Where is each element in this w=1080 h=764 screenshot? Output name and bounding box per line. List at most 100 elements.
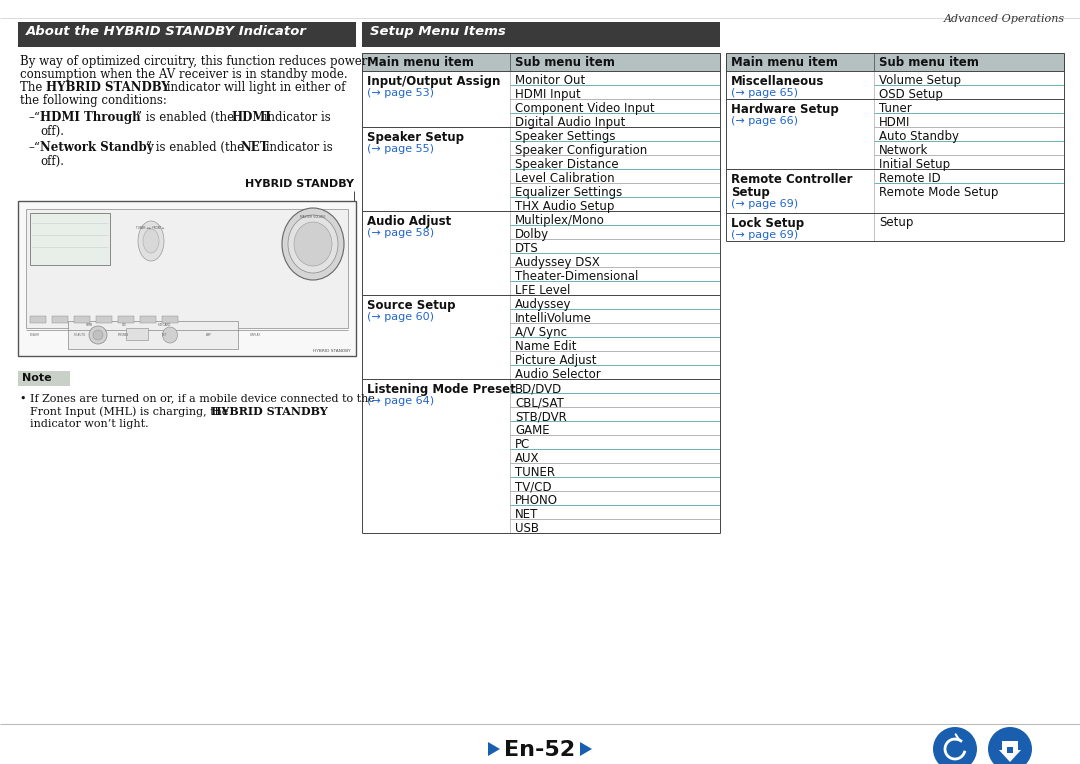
Bar — [362, 71, 510, 127]
Text: Component Video Input: Component Video Input — [515, 102, 654, 115]
Text: ” is enabled (the: ” is enabled (the — [136, 111, 238, 124]
Text: Monitor Out: Monitor Out — [515, 74, 585, 87]
Polygon shape — [488, 742, 500, 756]
Text: TUNER ◄ ► FRONT ►: TUNER ◄ ► FRONT ► — [136, 226, 164, 230]
Ellipse shape — [288, 215, 338, 273]
Text: HYBRID STANDBY: HYBRID STANDBY — [313, 349, 351, 353]
Bar — [510, 379, 720, 533]
Bar — [126, 328, 148, 340]
Text: Dolby: Dolby — [515, 228, 549, 241]
Text: • If Zones are turned on or, if a mobile device connected to the: • If Zones are turned on or, if a mobile… — [21, 393, 375, 403]
Text: (→ page 58): (→ page 58) — [367, 228, 434, 238]
Text: HDMI: HDMI — [231, 111, 271, 124]
Text: Picture Adjust: Picture Adjust — [515, 354, 596, 367]
Bar — [726, 169, 874, 213]
Text: Front Input (MHL) is charging, the: Front Input (MHL) is charging, the — [30, 406, 232, 416]
Text: Volume Setup: Volume Setup — [879, 74, 961, 87]
Text: BD/DVD: BD/DVD — [515, 382, 563, 395]
Text: USB: USB — [515, 522, 539, 535]
Text: ” is enabled (the: ” is enabled (the — [146, 141, 248, 154]
Text: off).: off). — [40, 155, 64, 168]
Text: TUNER: TUNER — [515, 466, 555, 479]
Bar — [68, 321, 238, 349]
Circle shape — [933, 727, 977, 764]
Text: Main menu item: Main menu item — [731, 56, 838, 69]
Text: Speaker Distance: Speaker Distance — [515, 158, 619, 171]
Bar — [140, 316, 156, 323]
Text: En-52: En-52 — [504, 740, 576, 760]
Text: Tuner: Tuner — [879, 102, 912, 115]
Text: RI AUTO: RI AUTO — [75, 333, 85, 337]
Bar — [75, 316, 90, 323]
Text: STB/DVR: STB/DVR — [515, 410, 567, 423]
Text: AUX: AUX — [515, 452, 540, 465]
Text: THX Audio Setup: THX Audio Setup — [515, 200, 615, 213]
Bar — [726, 99, 874, 169]
Text: (→ page 65): (→ page 65) — [731, 88, 798, 98]
Ellipse shape — [143, 229, 159, 253]
Bar — [362, 53, 720, 71]
Bar — [510, 71, 720, 127]
Text: Advanced Operations: Advanced Operations — [944, 14, 1065, 24]
Text: OSD Setup: OSD Setup — [879, 88, 943, 101]
Text: PC: PC — [515, 438, 530, 451]
Text: indicator is: indicator is — [260, 111, 330, 124]
Text: –“: –“ — [28, 111, 40, 124]
Text: (→ page 55): (→ page 55) — [367, 144, 434, 154]
Text: HDMI Input: HDMI Input — [515, 88, 581, 101]
Text: LFE Level: LFE Level — [515, 284, 570, 297]
Text: MASTER VOLUME: MASTER VOLUME — [300, 215, 326, 219]
Bar — [26, 209, 348, 328]
Text: –“: –“ — [28, 141, 40, 154]
Text: Hardware Setup: Hardware Setup — [731, 103, 839, 116]
Text: Audio Selector: Audio Selector — [515, 368, 600, 381]
Text: HYBRID STANDBY: HYBRID STANDBY — [211, 406, 327, 417]
Bar — [96, 316, 112, 323]
Text: Remote Mode Setup: Remote Mode Setup — [879, 186, 998, 199]
Text: DISPLAY: DISPLAY — [249, 333, 261, 337]
Text: Speaker Settings: Speaker Settings — [515, 130, 616, 143]
Text: TV/CD: TV/CD — [515, 480, 552, 493]
Text: indicator is: indicator is — [262, 141, 333, 154]
Text: Setup: Setup — [879, 216, 914, 229]
Text: VID: VID — [122, 323, 126, 327]
Text: HYBRID STANDBY: HYBRID STANDBY — [245, 179, 354, 189]
Bar — [362, 211, 510, 295]
Text: SD CARD: SD CARD — [158, 323, 171, 327]
Text: Multiplex/Mono: Multiplex/Mono — [515, 214, 605, 227]
Text: (→ page 66): (→ page 66) — [731, 116, 798, 126]
Bar — [162, 316, 178, 323]
Text: Note: Note — [22, 373, 52, 383]
Bar — [510, 211, 720, 295]
Bar — [726, 71, 874, 99]
Polygon shape — [999, 750, 1021, 762]
Text: (→ page 69): (→ page 69) — [731, 230, 798, 240]
Text: DTS: DTS — [515, 242, 539, 255]
Text: (→ page 53): (→ page 53) — [367, 88, 434, 98]
Bar — [362, 295, 510, 379]
Text: Theater-Dimensional: Theater-Dimensional — [515, 270, 638, 283]
Bar — [1007, 747, 1013, 753]
Text: Auto Standby: Auto Standby — [879, 130, 959, 143]
Bar — [362, 127, 510, 211]
Text: Listening Mode Preset: Listening Mode Preset — [367, 383, 516, 396]
Text: NET: NET — [162, 333, 167, 337]
Text: Setup: Setup — [731, 186, 770, 199]
Text: (→ page 60): (→ page 60) — [367, 312, 434, 322]
Text: Main menu item: Main menu item — [367, 56, 474, 69]
Text: off).: off). — [40, 125, 64, 138]
Text: Initial Setup: Initial Setup — [879, 158, 950, 171]
Text: Network Standby: Network Standby — [40, 141, 153, 154]
Text: Name Edit: Name Edit — [515, 340, 577, 353]
Text: Audyssey: Audyssey — [515, 298, 571, 311]
Text: NET: NET — [240, 141, 269, 154]
Text: Digital Audio Input: Digital Audio Input — [515, 116, 625, 129]
Text: Lock Setup: Lock Setup — [731, 217, 805, 230]
Ellipse shape — [93, 330, 103, 340]
Text: Speaker Configuration: Speaker Configuration — [515, 144, 647, 157]
Bar — [30, 316, 46, 323]
Circle shape — [988, 727, 1032, 764]
Text: A/V Sync: A/V Sync — [515, 326, 567, 339]
Bar — [726, 53, 1064, 71]
Text: The: The — [21, 81, 46, 94]
